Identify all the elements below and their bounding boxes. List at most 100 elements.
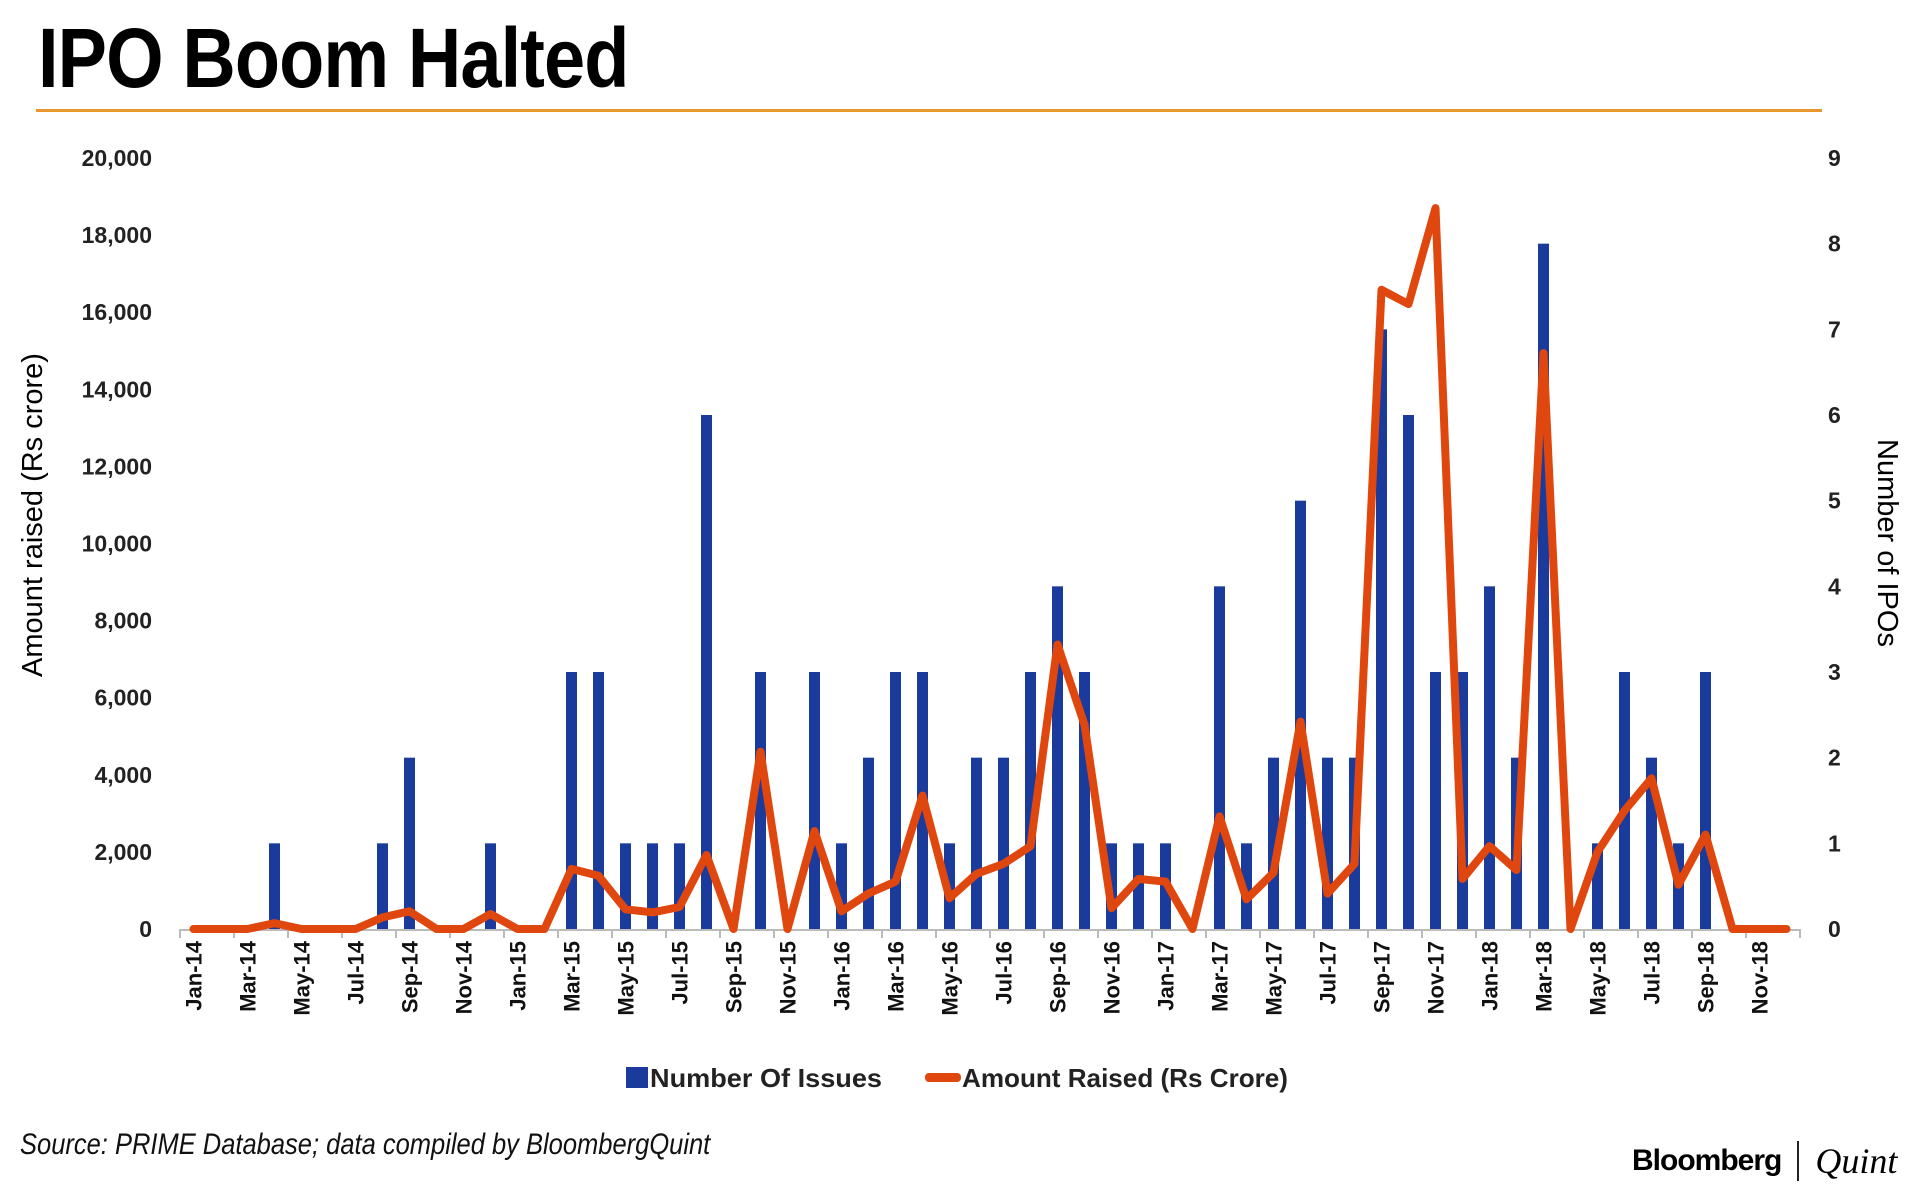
bar-Jun-16: [971, 757, 982, 929]
bar-Sep-17: [1376, 329, 1387, 929]
x-tick-label: Sep-15: [722, 941, 747, 1013]
bar-Apr-15: [593, 672, 604, 929]
x-tick-label: Jan-16: [830, 941, 855, 1011]
y-right-tick-label: 2: [1828, 745, 1841, 771]
x-tick-label: Jul-16: [992, 941, 1017, 1005]
logo-bloomberg: Bloomberg: [1632, 1144, 1782, 1177]
y-right-tick-label: 7: [1828, 316, 1841, 342]
y-axis-right: 0 1 2 3 4 5 6 7 8 9: [1799, 145, 1841, 942]
bloombergquint-logo: Bloomberg Quint: [1632, 1136, 1897, 1186]
bar-Jan-16: [836, 843, 847, 929]
y-right-tick-label: 6: [1828, 402, 1841, 428]
bar-May-17: [1268, 757, 1279, 929]
x-tick-label: Mar-15: [560, 941, 585, 1012]
bar-Jul-16: [998, 757, 1009, 929]
y-right-tick-label: 9: [1828, 145, 1841, 171]
y-axis-left-title: Amount raised (Rs crore): [17, 353, 49, 677]
y-right-tick-label: 0: [1828, 916, 1841, 942]
x-tick-label: Mar-18: [1532, 941, 1557, 1012]
x-tick-label: Mar-14: [236, 940, 261, 1012]
bar-Mar-16: [890, 672, 901, 929]
bar-Jul-18: [1646, 757, 1657, 929]
x-tick-label: Nov-15: [776, 941, 801, 1014]
bar-Jan-18: [1484, 586, 1495, 929]
source-note: Source: PRIME Database; data compiled by…: [20, 1128, 711, 1161]
bar-Jun-18: [1619, 672, 1630, 929]
x-tick-label: Mar-16: [884, 941, 909, 1012]
legend-label-bars: Number Of Issues: [650, 1063, 882, 1093]
bar-Sep-18: [1700, 672, 1711, 929]
y-right-tick-label: 8: [1828, 231, 1841, 257]
bar-Sep-16: [1052, 586, 1063, 929]
x-tick-label: Jan-14: [182, 940, 207, 1010]
x-tick-label: Nov-16: [1100, 941, 1125, 1014]
y-left-tick-label: 18,000: [82, 222, 152, 248]
bar-May-15: [620, 843, 631, 929]
legend-swatch-line: [925, 1073, 961, 1082]
x-tick-label: May-14: [290, 940, 315, 1015]
bar-Apr-17: [1241, 843, 1252, 929]
bar-Jun-17: [1295, 500, 1306, 929]
y-axis-right-title: Number of IPOs: [1871, 439, 1903, 647]
x-tick-label: Nov-17: [1424, 941, 1449, 1014]
x-tick-label: Jul-17: [1316, 941, 1341, 1005]
bar-Mar-18: [1538, 243, 1549, 929]
legend-swatch-bars: [626, 1067, 648, 1088]
x-tick-label: Jan-15: [506, 941, 531, 1011]
y-right-tick-label: 3: [1828, 659, 1841, 685]
x-tick-label: May-16: [938, 941, 963, 1016]
x-tick-label: Mar-17: [1208, 941, 1233, 1012]
y-left-tick-label: 20,000: [82, 145, 152, 171]
title-divider: [36, 109, 1822, 112]
x-tick-label: Jul-14: [344, 940, 369, 1004]
x-tick-label: May-18: [1586, 941, 1611, 1016]
y-left-tick-label: 2,000: [94, 839, 152, 865]
x-tick-label: Sep-14: [398, 940, 423, 1013]
bar-Dec-14: [485, 843, 496, 929]
y-right-tick-label: 4: [1828, 573, 1841, 599]
y-left-tick-label: 16,000: [82, 299, 152, 325]
x-tick-label: Jul-15: [668, 941, 693, 1005]
logo-quint: Quint: [1815, 1141, 1898, 1181]
x-tick-label: Nov-18: [1748, 941, 1773, 1014]
bar-Mar-17: [1214, 586, 1225, 929]
bar-Jul-17: [1322, 757, 1333, 929]
x-tick-label: Jan-17: [1154, 941, 1179, 1011]
x-tick-label: Jul-18: [1640, 941, 1665, 1005]
bar-Feb-16: [863, 757, 874, 929]
x-tick-label: May-17: [1262, 941, 1287, 1016]
bar-May-18: [1592, 843, 1603, 929]
bar-Aug-15: [701, 415, 712, 929]
bar-Oct-15: [755, 672, 766, 929]
y-left-tick-label: 14,000: [82, 376, 152, 402]
logo-divider: [1797, 1141, 1800, 1181]
bar-Oct-16: [1079, 672, 1090, 929]
bar-Oct-17: [1403, 415, 1414, 929]
y-left-tick-label: 6,000: [94, 685, 152, 711]
x-tick-label: Jan-18: [1478, 941, 1503, 1011]
x-tick-label: Sep-16: [1046, 941, 1071, 1013]
bar-Jul-15: [674, 843, 685, 929]
x-axis: Jan-14 Mar-14 May-14 Jul-14 Sep-14 Nov-14 Jan-…: [179, 929, 1801, 1016]
x-tick-label: Sep-18: [1694, 941, 1719, 1013]
y-right-tick-label: 5: [1828, 488, 1841, 514]
bars-layer: [269, 243, 1711, 929]
bar-Dec-16: [1133, 843, 1144, 929]
y-axis-left: 0 2,000 4,000 6,000 8,000 10,000 12,000 14,000 1…: [82, 145, 152, 942]
legend-label-line: Amount Raised (Rs Crore): [962, 1063, 1288, 1093]
bar-Aug-16: [1025, 672, 1036, 929]
legend: Number Of Issues Amount Raised (Rs Crore…: [626, 1063, 1288, 1093]
chart-title: IPO Boom Halted: [38, 11, 629, 105]
bar-Jun-15: [647, 843, 658, 929]
amount-raised-line: [189, 204, 1791, 933]
x-tick-label: May-15: [614, 941, 639, 1016]
y-left-tick-label: 8,000: [94, 608, 152, 634]
x-tick-label: Sep-17: [1370, 941, 1395, 1013]
bar-Apr-14: [269, 843, 280, 929]
y-right-tick-label: 1: [1828, 830, 1841, 856]
bar-Aug-14: [377, 843, 388, 929]
bar-Mar-15: [566, 672, 577, 929]
bar-Dec-15: [809, 672, 820, 929]
y-left-tick-label: 0: [139, 916, 152, 942]
